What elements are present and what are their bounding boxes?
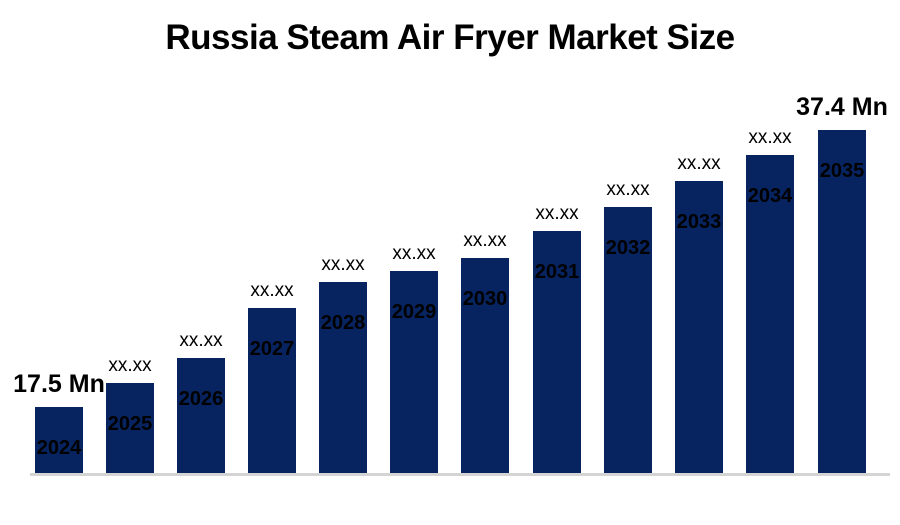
bar[interactable] (106, 383, 154, 473)
bar-value-label: xx.xx (250, 280, 294, 301)
bar[interactable] (604, 207, 652, 473)
axis-category-label: 2033 (676, 211, 722, 233)
axis-category-label: 2030 (462, 288, 508, 310)
bar-value-label: xx.xx (677, 153, 721, 174)
bar-group[interactable]: xx.xx 2027 (248, 281, 296, 473)
axis-category-label: 2035 (819, 160, 865, 182)
bar-group[interactable]: xx.xx 2033 (675, 154, 723, 473)
bar[interactable] (390, 271, 438, 473)
bar-group[interactable]: xx.xx 2026 (177, 331, 225, 473)
chart-title: Russia Steam Air Fryer Market Size (165, 18, 735, 57)
axis-category-label: 2026 (178, 388, 224, 410)
bar-value-label: xx.xx (463, 230, 507, 251)
bar[interactable] (248, 308, 296, 473)
axis-category-label: 2027 (249, 338, 295, 360)
bar-value-label: 37.4 Mn (796, 93, 888, 121)
axis-category-label: 2029 (391, 301, 437, 323)
bar-group[interactable]: xx.xx 2029 (390, 244, 438, 473)
bar[interactable] (746, 155, 794, 473)
bar-value-label: xx.xx (748, 127, 792, 148)
bar-group[interactable]: xx.xx 2031 (533, 204, 581, 473)
axis-category-label: 2032 (605, 237, 651, 259)
axis-category-label: 2028 (320, 312, 366, 334)
bar-value-label: xx.xx (321, 254, 365, 275)
bar[interactable] (461, 258, 509, 473)
bar[interactable] (818, 130, 866, 473)
bar[interactable] (177, 358, 225, 473)
bar-group[interactable]: 37.4 Mn 2035 (796, 95, 888, 473)
bar[interactable] (675, 181, 723, 473)
bar-value-label: xx.xx (179, 330, 223, 351)
bar[interactable] (533, 231, 581, 473)
bar-value-label: xx.xx (392, 243, 436, 264)
axis-category-label: 2034 (747, 185, 793, 207)
category-axis-line (30, 473, 890, 476)
axis-category-label: 2024 (36, 437, 82, 459)
bar-value-label: 17.5 Mn (13, 370, 105, 398)
bar-value-label: xx.xx (108, 355, 152, 376)
bar-value-label: xx.xx (535, 203, 579, 224)
bar-value-label: xx.xx (606, 179, 650, 200)
axis-category-label: 2025 (107, 413, 153, 435)
bar-group[interactable]: xx.xx 2025 (106, 356, 154, 473)
bar-group[interactable]: xx.xx 2030 (461, 231, 509, 473)
bar-group[interactable]: xx.xx 2032 (604, 180, 652, 473)
bar[interactable] (319, 282, 367, 473)
bar[interactable] (35, 407, 83, 473)
bar-group[interactable]: 17.5 Mn 2024 (13, 372, 105, 473)
bar-group[interactable]: xx.xx 2028 (319, 255, 367, 473)
bar-group[interactable]: xx.xx 2034 (746, 128, 794, 473)
axis-category-label: 2031 (534, 261, 580, 283)
